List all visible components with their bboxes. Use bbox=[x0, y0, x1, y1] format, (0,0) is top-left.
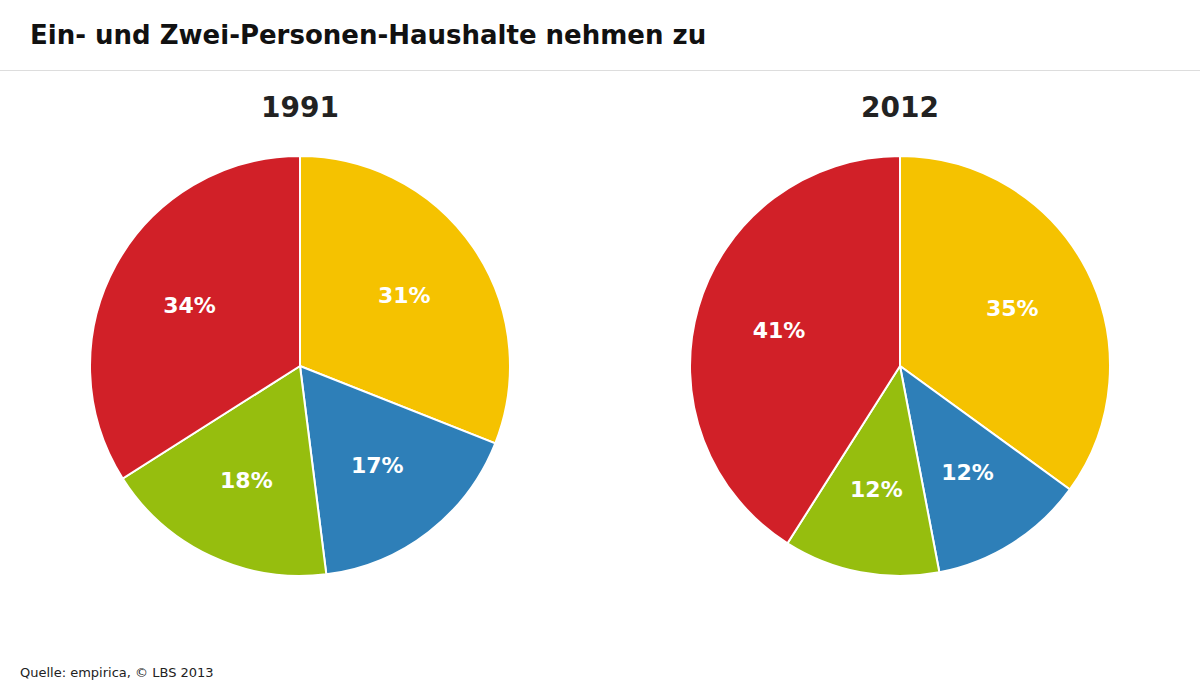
svg-text:18%: 18% bbox=[220, 468, 273, 493]
svg-text:35%: 35% bbox=[986, 296, 1039, 321]
svg-text:34%: 34% bbox=[163, 293, 216, 318]
svg-text:12%: 12% bbox=[941, 460, 994, 485]
html-text:2012: 2012 bbox=[861, 91, 939, 124]
svg-text:17%: 17% bbox=[351, 453, 404, 478]
html-text:Quelle: empirica, © LBS 2013: Quelle: empirica, © LBS 2013 bbox=[20, 665, 214, 680]
svg-text:31%: 31% bbox=[378, 283, 431, 308]
svg-text:12%: 12% bbox=[850, 477, 903, 502]
html-text:1991: 1991 bbox=[261, 91, 339, 124]
svg-text:41%: 41% bbox=[753, 318, 806, 343]
html-text:Ein- und Zwei-Personen-Haushal: Ein- und Zwei-Personen-Haushalte nehmen … bbox=[30, 20, 707, 50]
